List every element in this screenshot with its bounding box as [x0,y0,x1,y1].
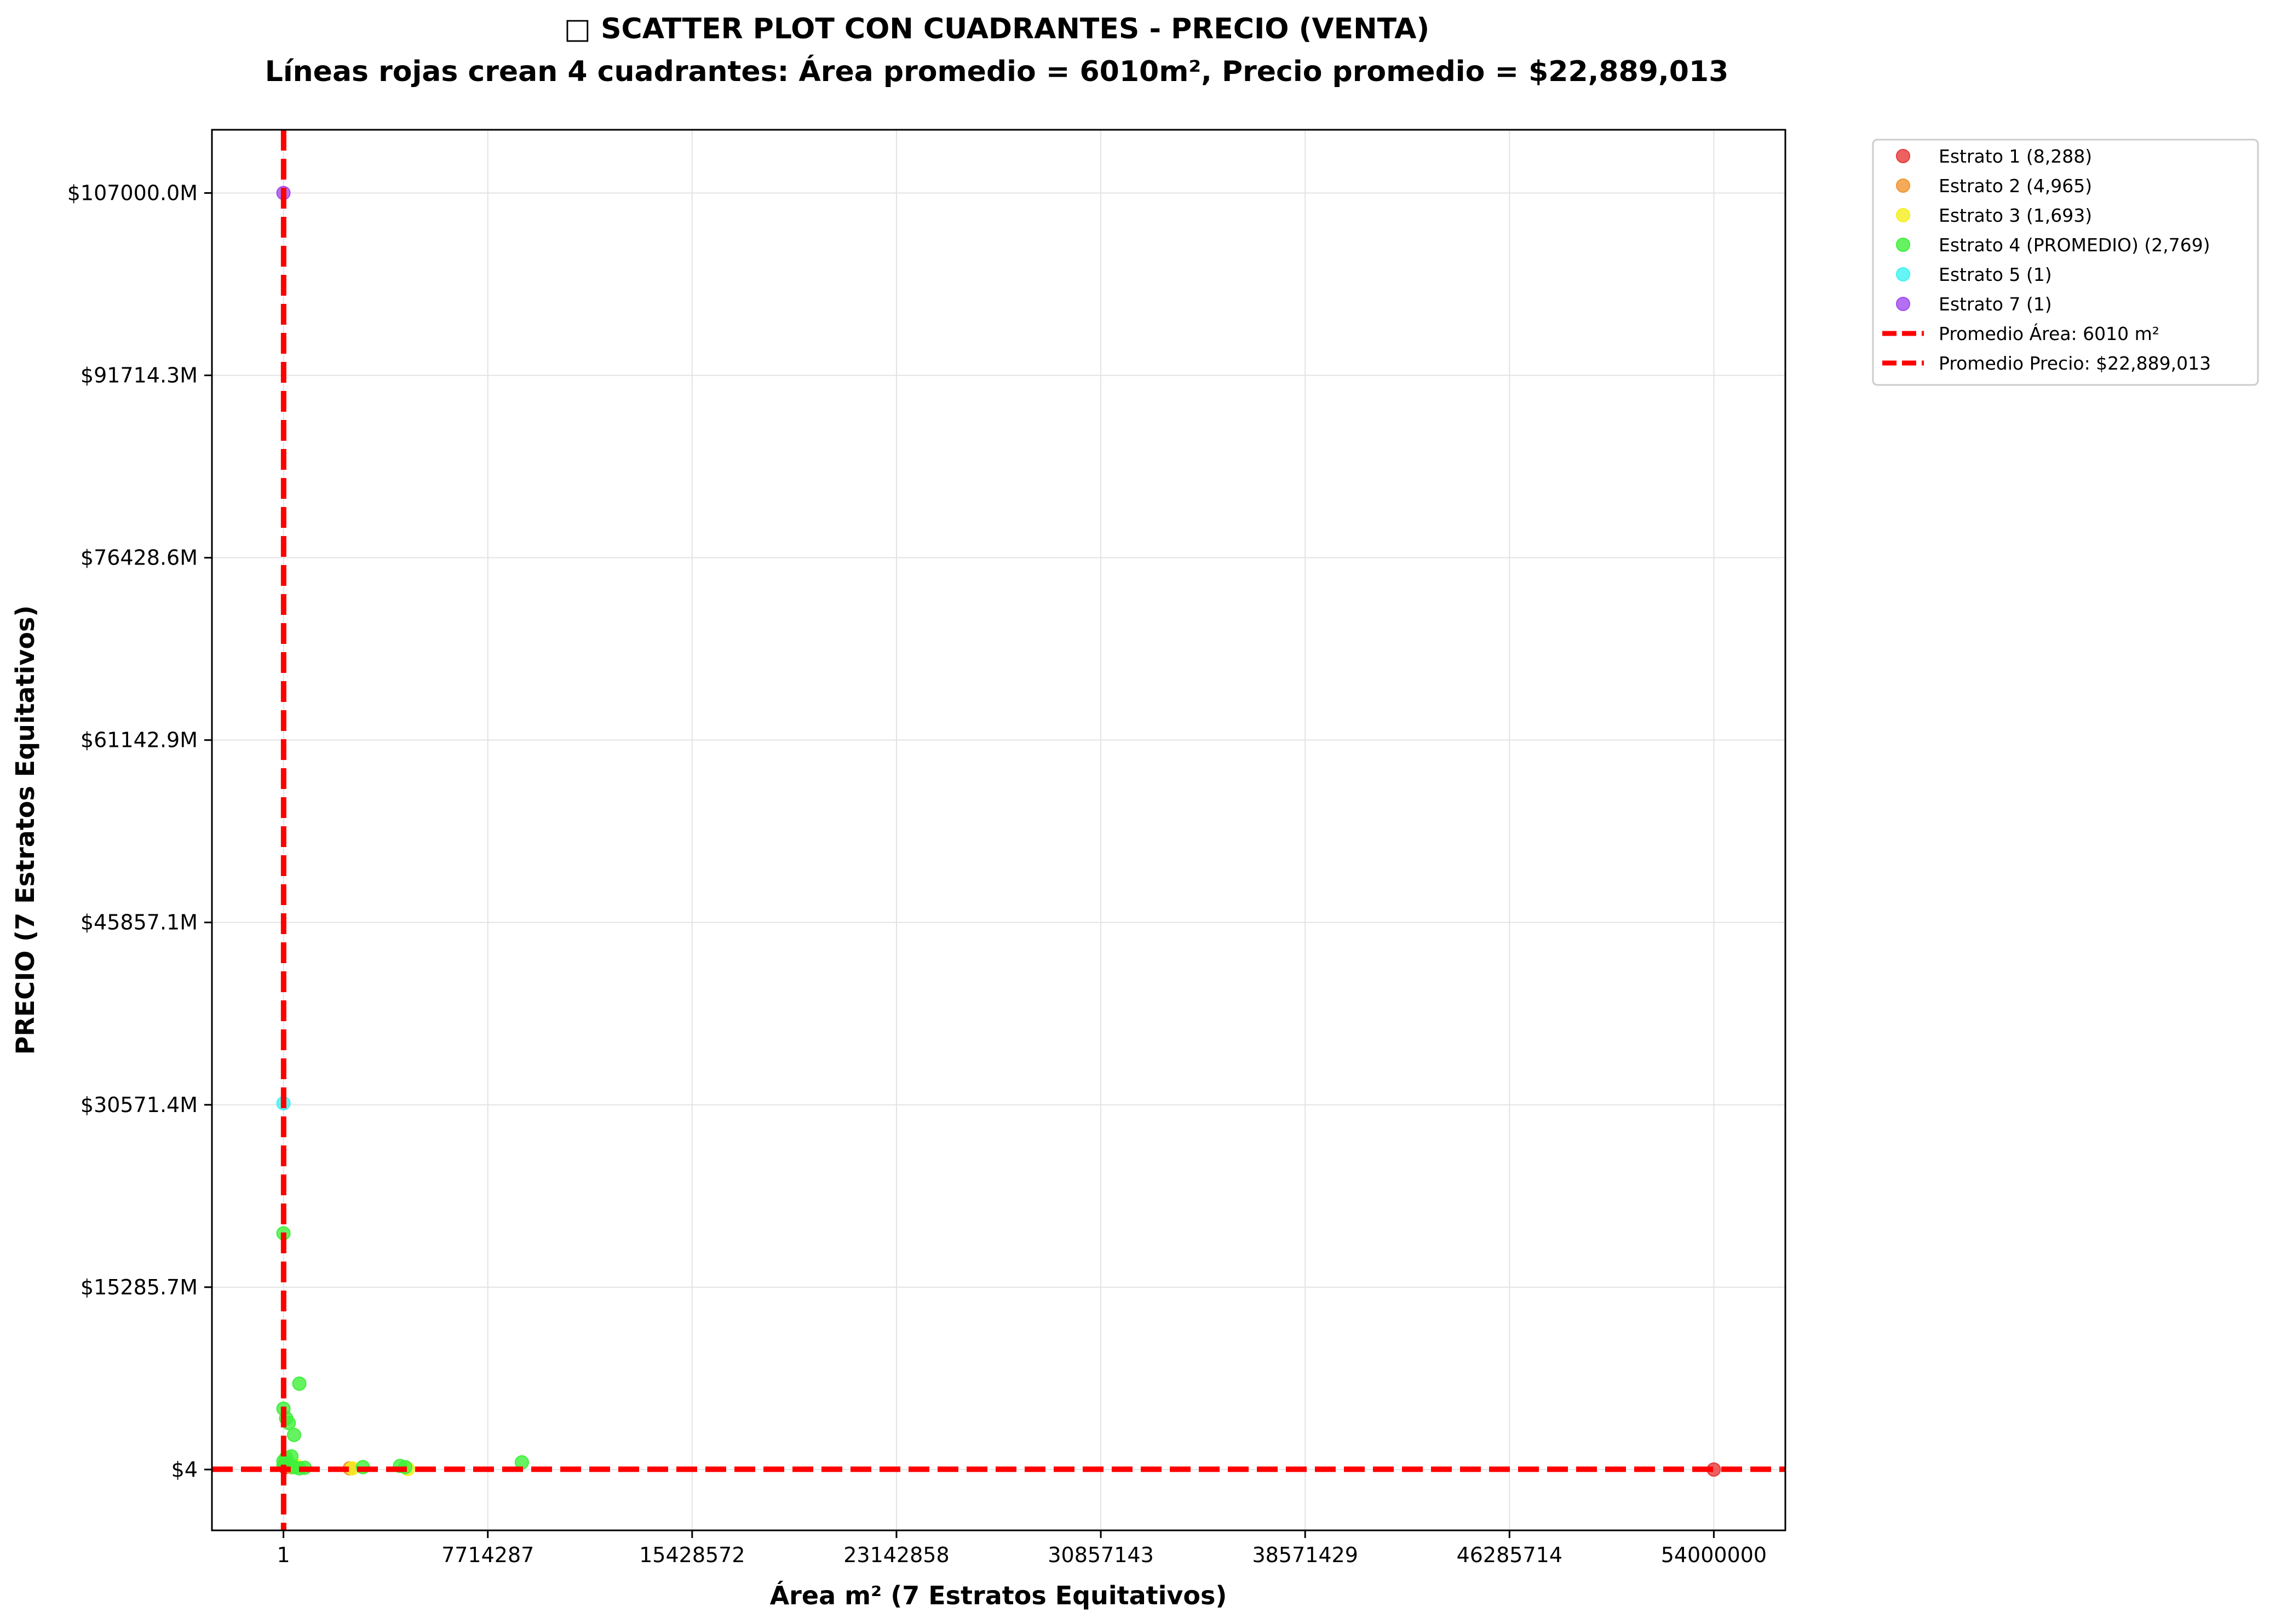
y-tick-label-3: $45857.1M [81,911,198,935]
legend-entry-3: Estrato 3 (1,693) [1939,205,2092,226]
y-tick-label-6: $91714.3M [81,364,198,388]
point-s4-6 [286,1427,301,1442]
x-tick-label-5: 38571429 [1252,1543,1358,1567]
x-tick-label-6: 46285714 [1457,1543,1562,1567]
y-tick-label-2: $30571.4M [81,1093,198,1117]
y-tick-label-5: $76428.6M [81,546,198,570]
chart-subtitle: Líneas rojas crean 4 cuadrantes: Área pr… [265,55,1729,88]
legend-marker-1 [1896,149,1910,163]
y-tick-label-7: $107000.0M [67,181,198,205]
legend-marker-5 [1896,267,1910,281]
legend-marker-6 [1896,297,1910,311]
legend-marker-2 [1896,178,1910,193]
legend-ref-entry-2: Promedio Precio: $22,889,013 [1939,353,2211,374]
chart-title: □ SCATTER PLOT CON CUADRANTES - PRECIO (… [564,13,1429,45]
x-axis-label: Área m² (7 Estratos Equitativos) [770,1581,1227,1610]
y-tick-label-4: $61142.9M [81,728,198,752]
point-s4-2 [292,1376,307,1391]
x-tick-label-1: 7714287 [441,1543,534,1567]
legend-entry-1: Estrato 1 (8,288) [1939,146,2092,167]
legend: Estrato 1 (8,288) Estrato 2 (4,965) Estrat… [1872,139,2259,386]
plot-frame [211,129,1786,1531]
legend-frame [1872,139,2259,386]
plot-area [276,186,1721,1477]
x-tick-label-7: 54000000 [1661,1543,1767,1567]
y-tick-label-1: $15285.7M [81,1275,198,1299]
legend-marker-4 [1896,238,1910,252]
legend-entry-2: Estrato 2 (4,965) [1939,175,2092,197]
legend-entry-6: Estrato 7 (1) [1939,293,2052,315]
reference-lines [212,130,1785,1530]
x-tick-label-2: 15428572 [639,1543,745,1567]
y-axis-ticks: $4 $15285.7M $30571.4M $45857.1M $61142.9M $7… [67,181,212,1482]
x-tick-label-0: 1 [277,1543,290,1567]
y-tick-label-0: $4 [171,1458,198,1482]
legend-entry-5: Estrato 5 (1) [1939,264,2052,285]
y-axis-label: PRECIO (7 Estratos Equitativos) [10,606,40,1055]
legend-marker-3 [1896,208,1910,222]
grid-lines [212,130,1785,1530]
x-tick-label-4: 30857143 [1048,1543,1153,1567]
legend-ref-entry-1: Promedio Área: 6010 m² [1939,323,2159,344]
x-axis-ticks: 1 7714287 15428572 23142858 30857143 38571429… [277,1530,1767,1567]
x-tick-label-3: 23142858 [843,1543,949,1567]
legend-entry-4: Estrato 4 (PROMEDIO) (2,769) [1939,234,2210,256]
